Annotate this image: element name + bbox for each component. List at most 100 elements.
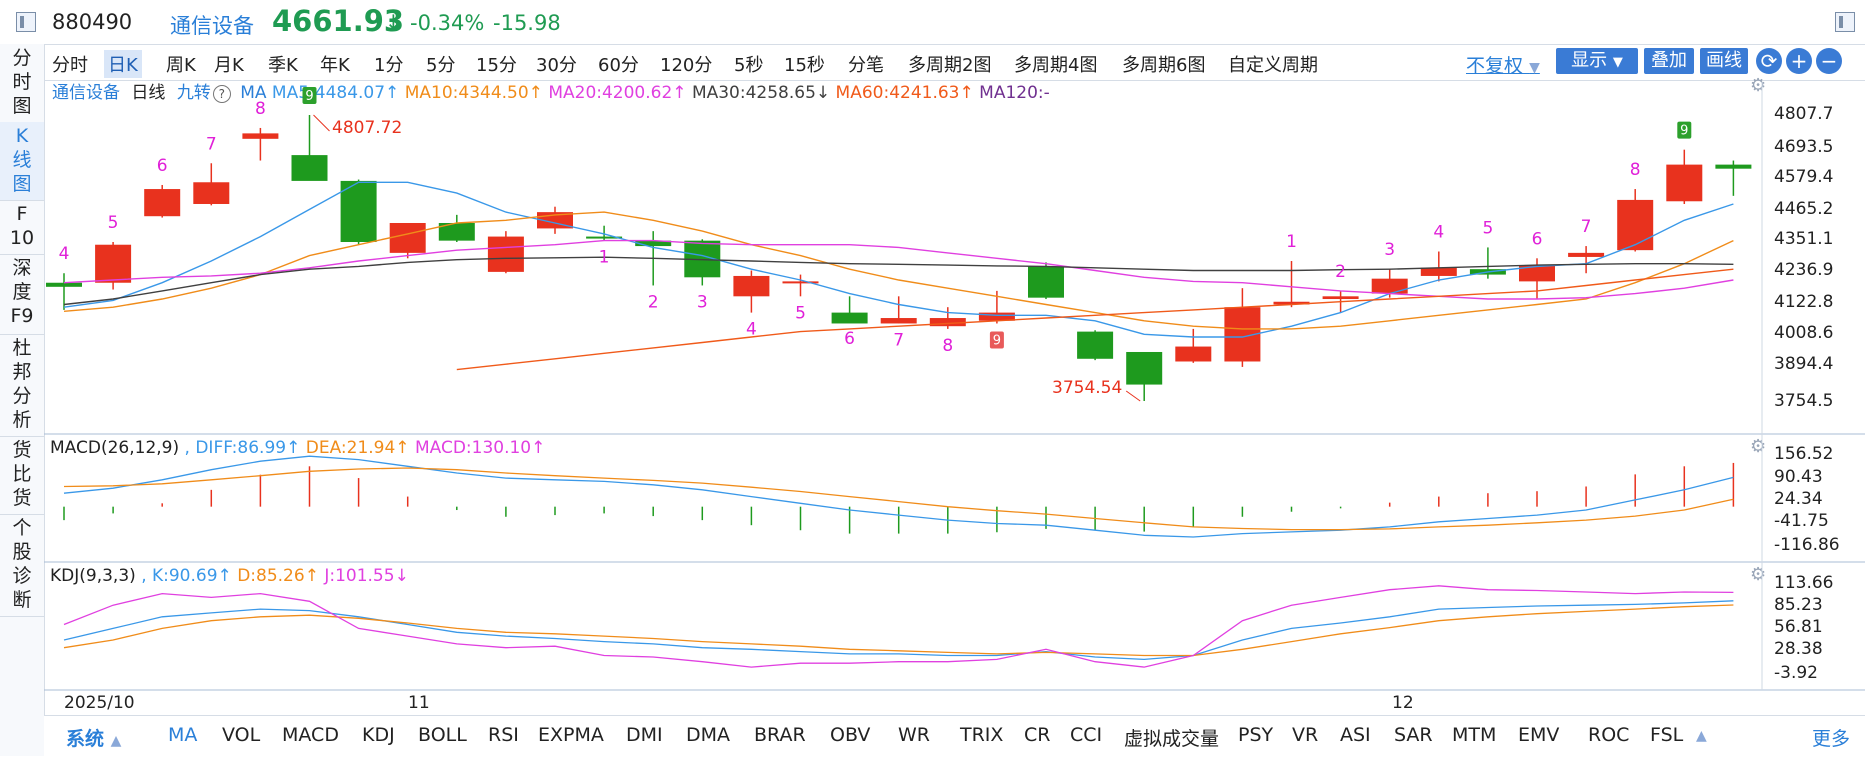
period-tab[interactable]: 60分 — [598, 55, 639, 76]
indicator-tab[interactable]: BOLL — [418, 724, 467, 746]
indicator-tab[interactable]: CR — [1024, 724, 1051, 746]
period-tab[interactable]: 30分 — [536, 55, 577, 76]
indicator-tab[interactable]: WR — [898, 724, 930, 746]
indicator-tab[interactable]: CCI — [1070, 724, 1103, 746]
indicator-tab[interactable]: BRAR — [754, 724, 806, 746]
period-tab[interactable]: 年K — [320, 55, 350, 76]
tab-label: 个 股 诊 断 — [12, 517, 32, 611]
draw-button[interactable]: 画线 — [1700, 48, 1748, 74]
price-down-icon: ↓ — [385, 10, 402, 34]
adjust-dropdown[interactable]: 不复权 ▼ — [1462, 50, 1544, 79]
system-dropdown[interactable]: 系统 ▲ — [66, 724, 121, 751]
kdj-tick: 85.23 — [1774, 595, 1823, 615]
zoom-out-icon[interactable]: − — [1816, 48, 1842, 74]
indicator-tab[interactable]: OBV — [830, 724, 871, 746]
indicator-tab[interactable]: PSY — [1238, 724, 1274, 746]
count-label: 7 — [1581, 217, 1592, 237]
candle-body — [1077, 331, 1114, 359]
help-icon[interactable]: ? — [212, 85, 231, 103]
candle-body — [1519, 265, 1555, 282]
period-tab[interactable]: 多周期2图 — [908, 55, 992, 76]
period-tab[interactable]: 周K — [166, 55, 196, 76]
left-view-tabs: 分 时 图 K 线 图 F 10 深 度 F9 杜 邦 分 析 货 比 货 个 … — [0, 44, 45, 756]
count-label: 4 — [746, 320, 757, 340]
period-tab[interactable]: 1分 — [374, 55, 404, 76]
period-tab-active[interactable]: 日K — [104, 50, 142, 78]
indicator-tab[interactable]: RSI — [488, 724, 519, 746]
count-label: 6 — [1532, 229, 1543, 249]
period-tab[interactable]: 自定义周期 — [1228, 55, 1318, 76]
indicator-tab[interactable]: VOL — [222, 724, 261, 746]
indicator-tabs: 系统 ▲ MA VOL MACD KDJ BOLL RSI EXPMA DMI … — [44, 715, 1865, 757]
refresh-icon[interactable]: ⟳ — [1756, 48, 1782, 74]
indicator-tab[interactable]: EXPMA — [538, 724, 604, 746]
sidebar-toggle-icon[interactable] — [16, 12, 36, 32]
period-tab[interactable]: 多周期6图 — [1122, 55, 1206, 76]
indicator-tab[interactable]: ASI — [1340, 724, 1371, 746]
count-label: 9 — [1680, 124, 1688, 139]
indicator-tab[interactable]: EMV — [1518, 724, 1560, 746]
tab-f10[interactable]: F 10 — [0, 200, 44, 255]
indicator-tab[interactable]: 虚拟成交量 — [1124, 728, 1220, 750]
candle-body — [438, 222, 475, 241]
legend-ma60: MA60:4241.63↑ — [835, 83, 974, 103]
chevron-down-icon: ▼ — [1612, 55, 1623, 70]
indicator-tab[interactable]: DMI — [626, 724, 663, 746]
period-tab[interactable]: 120分 — [660, 55, 713, 76]
period-tab[interactable]: 多周期4图 — [1014, 55, 1098, 76]
indicator-tab[interactable]: VR — [1292, 724, 1319, 746]
legend-nine[interactable]: 九转 — [176, 83, 211, 103]
chevron-down-icon: ▼ — [1529, 60, 1540, 76]
indicator-tab[interactable]: DMA — [686, 724, 731, 746]
candle-body — [782, 281, 819, 284]
indicator-tab[interactable]: ROC — [1588, 724, 1630, 746]
tab-compare[interactable]: 货 比 货 — [0, 436, 44, 515]
kdj-k: , K:90.69↑ — [141, 566, 232, 586]
count-label: 9 — [305, 89, 313, 104]
indicator-tab[interactable]: TRIX — [960, 724, 1004, 746]
candle-body — [144, 189, 181, 217]
period-tab[interactable]: 季K — [268, 55, 298, 76]
period-tab[interactable]: 5秒 — [734, 55, 764, 76]
indicator-tab[interactable]: MTM — [1452, 724, 1497, 746]
kdj-name[interactable]: KDJ(9,3,3) — [50, 566, 136, 586]
candle-body — [487, 236, 524, 272]
ma5-line — [63, 181, 1734, 338]
tab-diagnosis[interactable]: 个 股 诊 断 — [0, 514, 44, 617]
chevron-up-icon[interactable]: ▲ — [1696, 728, 1707, 744]
indicator-tab[interactable]: FSL — [1650, 724, 1684, 746]
tab-label: 杜 邦 分 析 — [12, 337, 32, 431]
high-pointer — [313, 114, 330, 132]
tab-kline[interactable]: K 线 图 — [0, 122, 44, 201]
overlay-button[interactable]: 叠加 — [1644, 48, 1694, 74]
price-tick: 4122.8 — [1774, 292, 1834, 312]
indicator-tab[interactable]: MACD — [282, 724, 339, 746]
indicator-tab[interactable]: KDJ — [362, 724, 395, 746]
ma-lines — [63, 181, 1734, 371]
candle-body — [1568, 252, 1605, 257]
legend-ma[interactable]: MA — [240, 83, 267, 103]
indicator-tab-active[interactable]: MA — [168, 724, 198, 746]
quote-header: 880490 通信设备 4661.93 ↓ -0.34% -15.98 — [0, 0, 1865, 45]
indicator-tab[interactable]: SAR — [1394, 724, 1433, 746]
period-tab[interactable]: 5分 — [426, 55, 456, 76]
system-label: 系统 — [66, 728, 105, 750]
period-tab[interactable]: 15秒 — [784, 55, 825, 76]
macd-name[interactable]: MACD(26,12,9) — [50, 438, 180, 458]
more-button[interactable]: 更多 — [1812, 728, 1851, 750]
period-tab[interactable]: 月K — [214, 55, 244, 76]
macd-tick: 90.43 — [1774, 467, 1823, 487]
last-price: 4661.93 — [272, 4, 405, 38]
period-tab[interactable]: 分笔 — [848, 55, 884, 76]
period-tab[interactable]: 15分 — [476, 55, 517, 76]
tab-depth-f9[interactable]: 深 度 F9 — [0, 254, 44, 335]
zoom-in-icon[interactable]: + — [1786, 48, 1812, 74]
panel-toggle-icon[interactable] — [1835, 12, 1855, 32]
count-labels: 4 5 6 7 8 9 1 2 3 4 5 6 7 8 9 1 2 3 4 5 6 7 8 9 — [59, 86, 1692, 402]
tab-dupont[interactable]: 杜 邦 分 析 — [0, 334, 44, 437]
kdj-d-line — [63, 604, 1734, 657]
period-tab[interactable]: 分时 — [52, 55, 88, 76]
stock-name[interactable]: 通信设备 — [170, 14, 254, 38]
display-button[interactable]: 显示 ▼ — [1556, 48, 1638, 74]
